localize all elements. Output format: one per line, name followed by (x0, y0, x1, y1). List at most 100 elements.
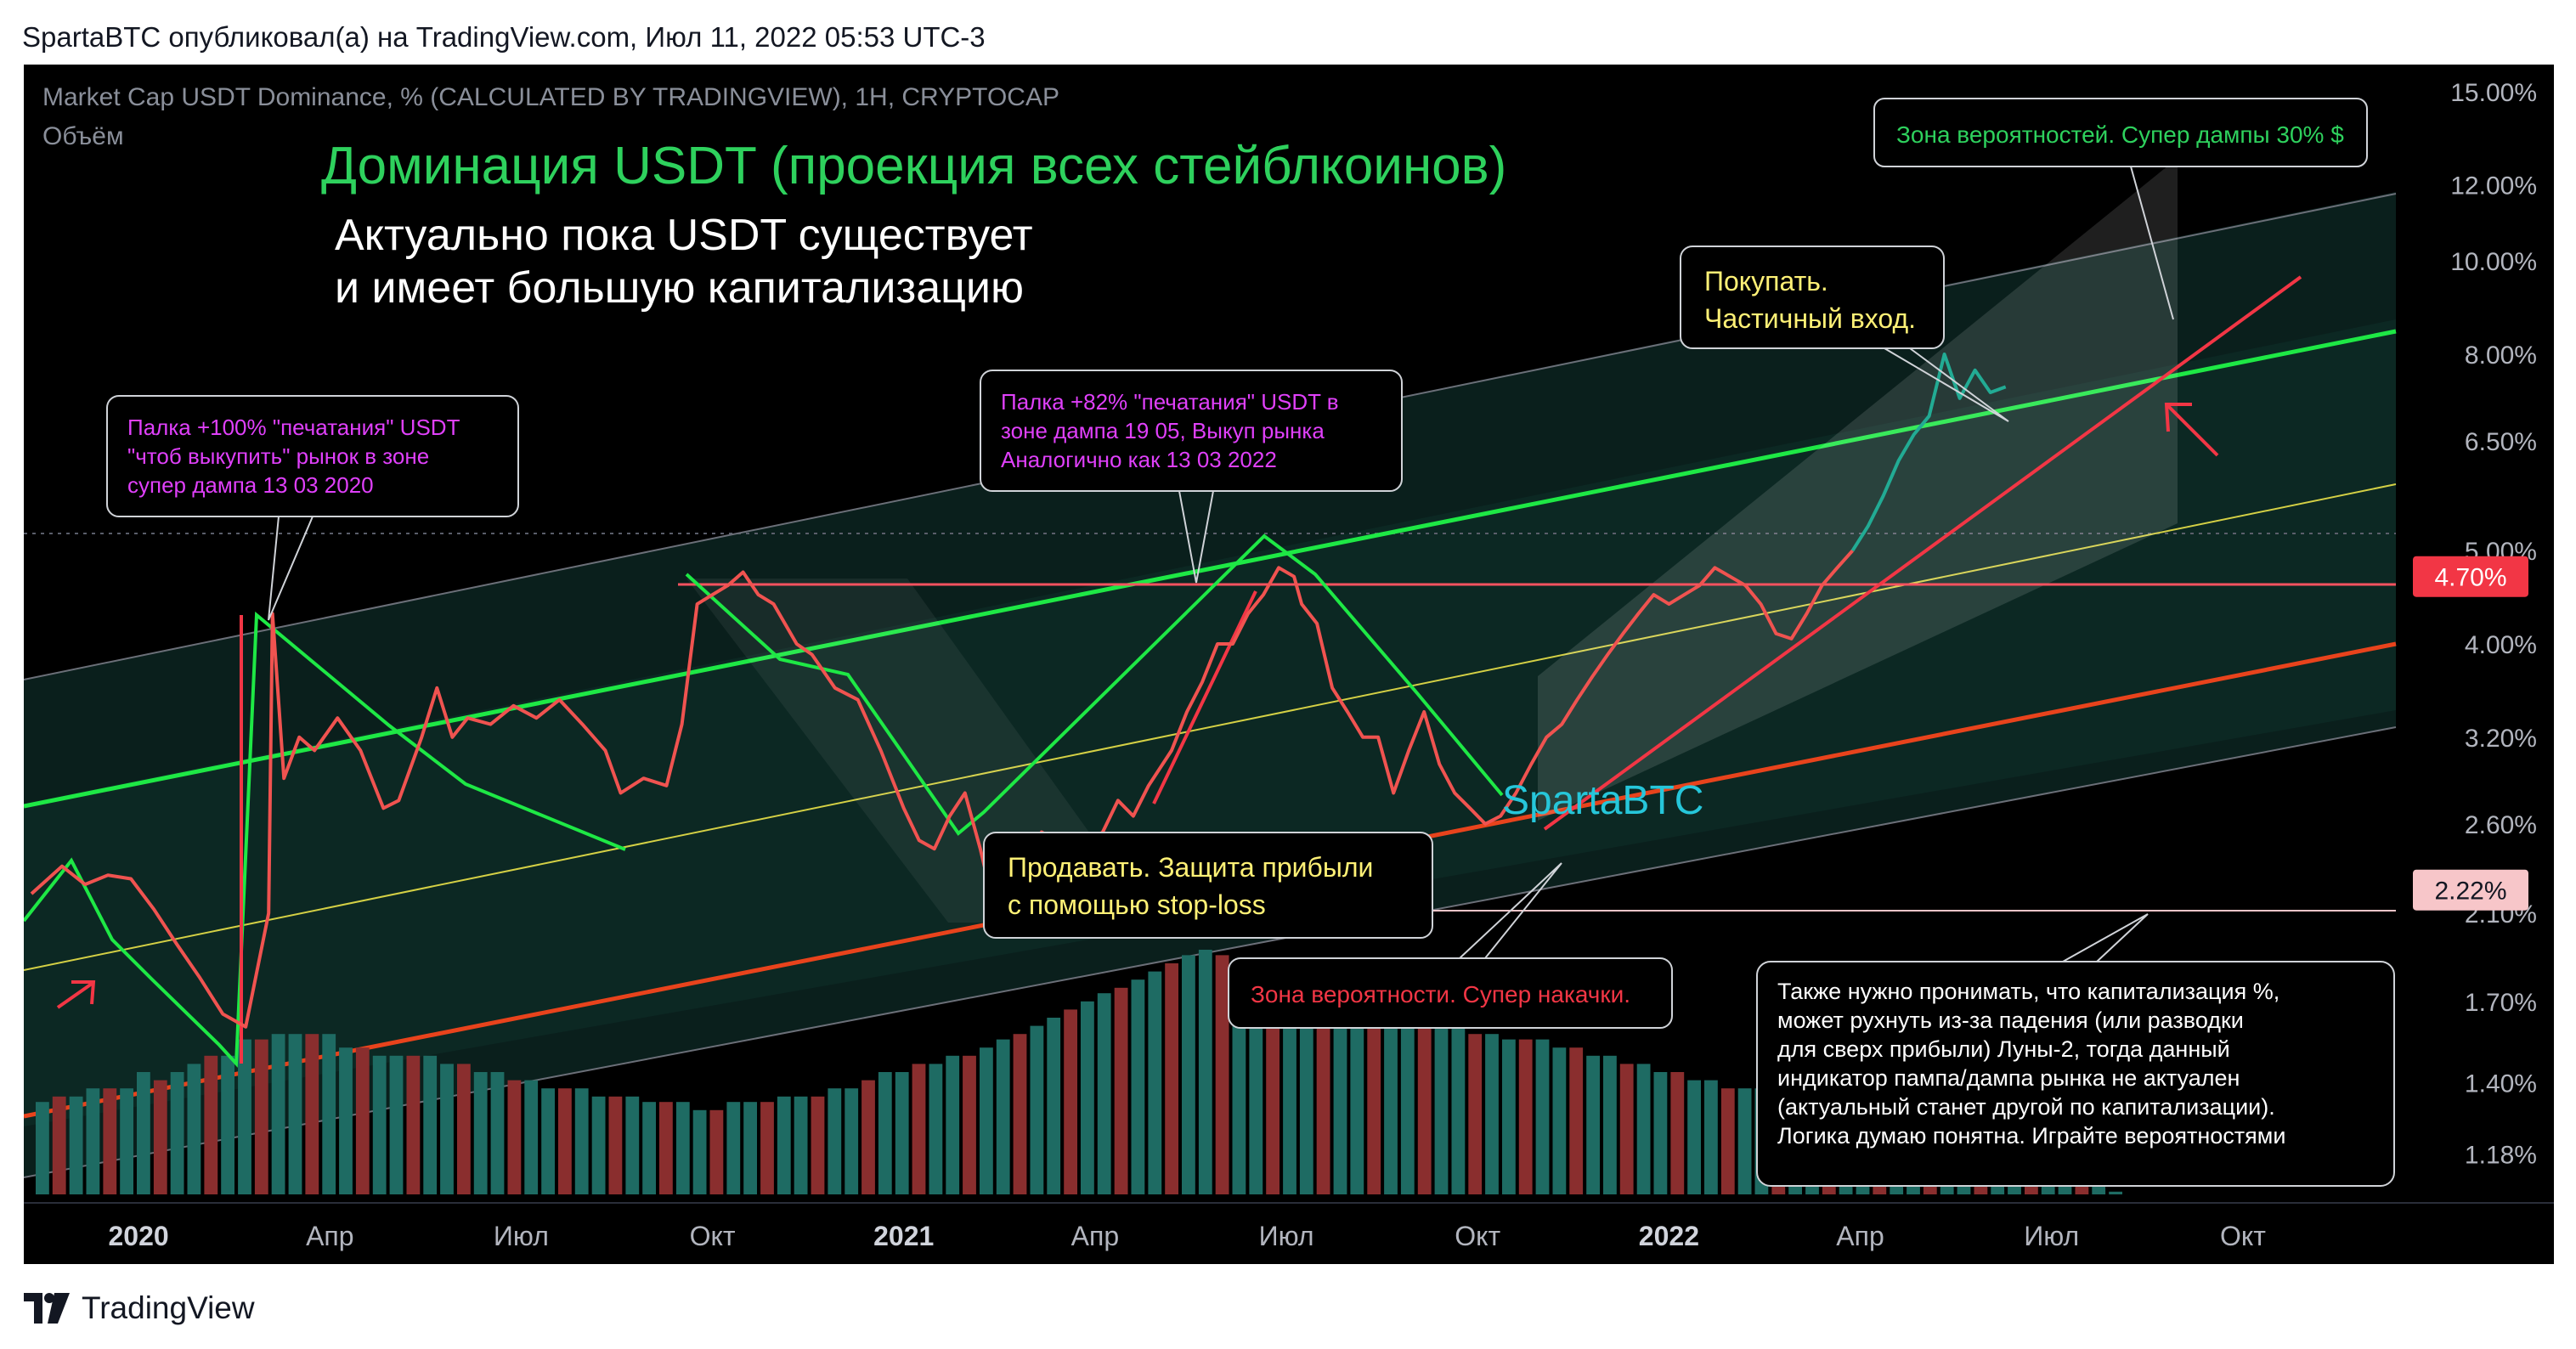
volume-bar (1047, 1018, 1061, 1194)
callout-2021[interactable]: Палка +82% "печатания" USDT в зоне дампа… (980, 370, 1403, 584)
callout-2020-line-1: Палка +100% "печатания" USDT (127, 415, 460, 440)
volume-bar (1737, 1088, 1752, 1194)
callout-2020[interactable]: Палка +100% "печатания" USDT "чтоб выкуп… (106, 395, 519, 621)
x-tick-label: Окт (690, 1221, 736, 1251)
volume-bar (120, 1088, 133, 1194)
callout-pump[interactable]: Зона вероятности. Супер накачки. (1228, 862, 1673, 1029)
callout-top-right-text: Зона вероятностей. Супер дампы 30% $ (1896, 121, 2344, 148)
volume-bar (895, 1072, 909, 1194)
volume-bar (709, 1109, 724, 1194)
callout-note[interactable]: Также нужно пронимать, что капитализация… (1756, 913, 2395, 1187)
volume-bar (1097, 993, 1111, 1194)
volume-legend: Объём (42, 122, 124, 150)
x-tick-label: 2020 (109, 1221, 169, 1251)
callout-note-line-4: индикатор пампа/дампа рынка не актуален (1777, 1065, 2240, 1091)
volume-bar (1350, 1001, 1364, 1194)
volume-bar (675, 1102, 690, 1194)
symbol-legend: Market Cap USDT Dominance, % (CALCULATED… (42, 83, 1059, 111)
x-axis-labels[interactable]: 2020 Апр Июл Окт 2021 Апр Июл Окт 2022 Апр Июл Окт (109, 1221, 2267, 1251)
callout-pump-text: Зона вероятности. Супер накачки. (1251, 981, 1630, 1008)
volume-bar (996, 1039, 1010, 1194)
red-arrow-right (2164, 403, 2219, 457)
volume-bar (1283, 987, 1296, 1194)
x-tick-label: Июл (1259, 1221, 1314, 1251)
volume-bar (1586, 1055, 1600, 1194)
x-tick-label: Окт (1455, 1221, 1500, 1251)
callout-buy[interactable]: Покупать. Частичный вход. (1680, 246, 2009, 422)
volume-bar (440, 1064, 454, 1194)
volume-bar (221, 1055, 234, 1194)
price-axis[interactable] (2404, 65, 2554, 1203)
volume-bar (1182, 955, 1195, 1194)
volume-bar (153, 1080, 167, 1194)
volume-bar (355, 1047, 370, 1194)
channel-mid-fill (24, 319, 2396, 1126)
volume-bar (457, 1064, 471, 1194)
red-ray (1543, 275, 2302, 831)
red-arrow-left (56, 980, 96, 1009)
callout-buy-line-1: Покупать. (1704, 266, 1828, 296)
volume-bar (1148, 971, 1162, 1194)
volume-bar (980, 1047, 993, 1194)
y-tick-label: 12.00% (2450, 172, 2537, 200)
volume-bar (1552, 1047, 1567, 1194)
volume-bar (305, 1034, 319, 1194)
y-axis-labels: 15.00%12.00%10.00%8.00%6.50%5.00%4.00%3.… (2450, 79, 2537, 1170)
x-tick-label: Апр (306, 1221, 353, 1251)
volume-bar (339, 1047, 353, 1194)
chart-svg[interactable]: SpartaBTC Market Cap USDT Dominance, % (… (24, 65, 2554, 1264)
callout-buy-line-2: Частичный вход. (1704, 303, 1916, 334)
volume-bar (86, 1088, 100, 1194)
volume-bar (1434, 1025, 1449, 1194)
volume-bar (1299, 987, 1313, 1194)
volume-bar (845, 1088, 859, 1194)
volume-bar (591, 1096, 606, 1194)
chart-subtitle-1: Актуально пока USDT существует (335, 211, 1033, 260)
volume-bar (1603, 1055, 1617, 1194)
chart-panel[interactable]: SpartaBTC Market Cap USDT Dominance, % (… (24, 65, 2554, 1264)
volume-bar (389, 1055, 404, 1194)
chart-subtitle-2: и имеет большую капитализацию (335, 263, 1024, 313)
volume-bar (36, 1102, 49, 1194)
volume-bar (1131, 979, 1145, 1194)
volume-bar (1030, 1025, 1044, 1194)
volume-bar (929, 1064, 943, 1194)
volume-bar (1081, 1001, 1094, 1194)
volume-bar (1720, 1088, 1735, 1194)
volume-bar (473, 1072, 488, 1194)
volume-bar (1165, 963, 1178, 1194)
volume-bar (692, 1109, 707, 1194)
projection-channel-right (1538, 158, 2178, 821)
volume-bar (372, 1055, 387, 1194)
volume-bar (912, 1064, 926, 1194)
price-badge (2413, 556, 2528, 597)
price-badge-label: 4.70% (2434, 564, 2506, 592)
price-badge (2413, 869, 2528, 911)
volume-bar (558, 1088, 572, 1194)
volume-bar (524, 1080, 539, 1194)
volume-bar (423, 1055, 438, 1194)
callout-sell-line-1: Продавать. Защита прибыли (1008, 852, 1373, 883)
x-tick-label: Апр (1071, 1221, 1119, 1251)
callout-sell-line-2: с помощью stop-loss (1008, 889, 1266, 920)
callout-note-line-2: может рухнуть из-за падения (или разводк… (1777, 1008, 2244, 1033)
volume-bar (1367, 1009, 1381, 1194)
publisher-caption: SpartaBTC опубликовал(а) на TradingView.… (22, 21, 986, 53)
callout-2021-line-3: Аналогично как 13 03 2022 (1001, 447, 1277, 472)
volume-bar (137, 1072, 150, 1194)
volume-bar (1704, 1080, 1718, 1194)
y-tick-label: 1.18% (2465, 1142, 2537, 1170)
volume-bar (878, 1072, 892, 1194)
volume-bar (507, 1080, 522, 1194)
y-tick-label: 8.00% (2465, 341, 2537, 370)
volume-bar (541, 1088, 555, 1194)
volume-bar (322, 1034, 336, 1194)
volume-bar (170, 1072, 184, 1194)
callout-sell[interactable]: Продавать. Защита прибыли с помощью stop… (983, 832, 1433, 939)
volume-bar (254, 1039, 268, 1194)
volume-bar (288, 1034, 302, 1194)
volume-bar (1266, 979, 1280, 1194)
volume-bar (204, 1055, 218, 1194)
callout-2021-line-2: зоне дампа 19 05, Выкуп рынка (1001, 418, 1325, 443)
callout-top-right[interactable]: Зона вероятностей. Супер дампы 30% $ (1873, 98, 2368, 320)
